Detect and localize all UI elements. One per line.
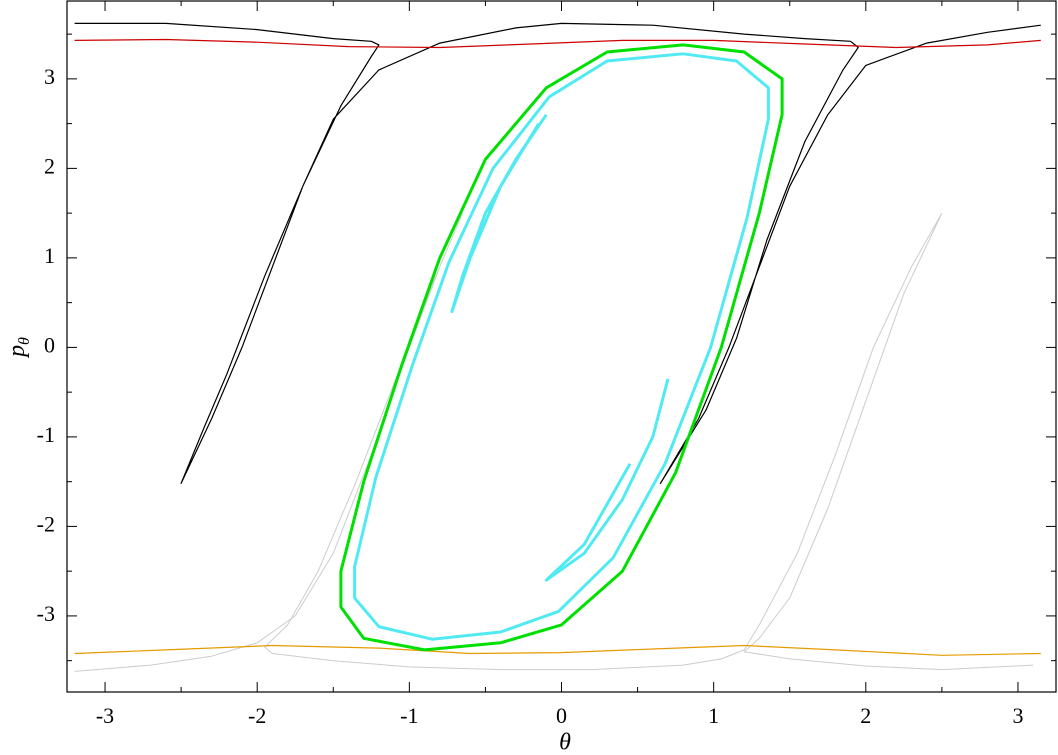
y-tick-label: -1 <box>37 422 55 447</box>
y-tick-label: -3 <box>37 601 55 626</box>
y-tick-label: 3 <box>44 64 55 89</box>
x-tick-label: -2 <box>248 703 266 728</box>
y-axis-label-main: p <box>4 345 30 359</box>
curve <box>74 212 1034 672</box>
x-tick-label: 2 <box>860 703 871 728</box>
y-tick-label: 2 <box>44 153 55 178</box>
x-tick-label: 3 <box>1012 703 1023 728</box>
y-tick-label: -2 <box>37 511 55 536</box>
curve <box>74 38 1041 49</box>
curve <box>74 22 1041 484</box>
y-tick-label: 1 <box>44 243 55 268</box>
x-axis-label: θ <box>559 730 571 755</box>
x-tick-label: 1 <box>708 703 719 728</box>
curve <box>339 43 784 652</box>
plot-frame <box>66 0 1057 693</box>
y-tick-label: 0 <box>44 332 55 357</box>
y-axis-label-group: pθ <box>4 337 33 359</box>
curve <box>74 644 1041 656</box>
y-axis-label-sub: θ <box>16 337 33 345</box>
curve <box>353 52 770 641</box>
x-tick-label: 0 <box>556 703 567 728</box>
x-tick-label: -1 <box>400 703 418 728</box>
x-tick-label: -3 <box>96 703 114 728</box>
y-axis-label: pθ <box>4 337 33 359</box>
